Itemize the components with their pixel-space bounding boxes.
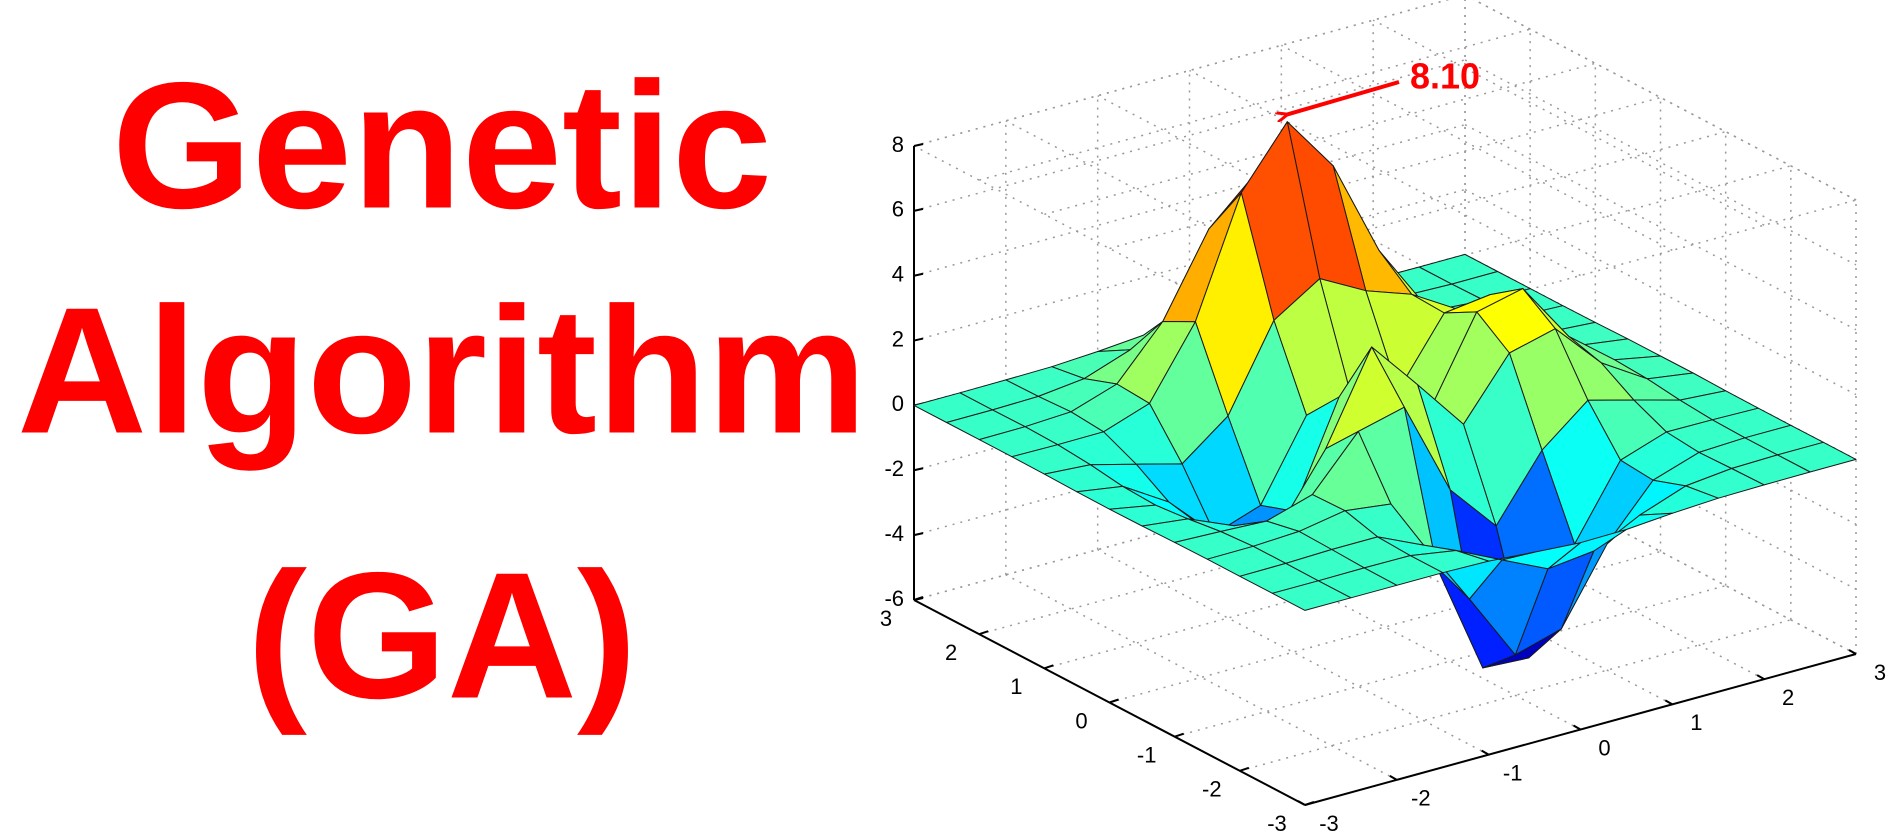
y-tick [1239,766,1250,772]
z-tick-label: -2 [884,456,904,481]
grid-line [1464,188,1857,396]
grid-line [1005,574,1398,781]
title-line: (GA) [247,536,637,737]
z-tick-label: 2 [892,326,904,351]
annotation-label: 8.10 [1410,56,1480,97]
grid-line [1280,44,1673,251]
grid-line [1464,124,1857,331]
y-tick [1174,732,1184,738]
z-tick-label: 4 [892,262,904,287]
y-tick [913,596,924,601]
x-tick [1848,649,1857,655]
y-tick [1109,698,1119,704]
grid-line [1097,549,1490,756]
grid-line [1472,0,1857,201]
x-tick-label: -2 [1411,786,1431,811]
grid-line [1464,59,1857,266]
x-tick-label: 1 [1690,710,1702,735]
x-tick [1481,749,1490,756]
grid-line [1372,19,1765,226]
grid-line [1189,69,1581,277]
z-tick-label: 6 [892,197,904,222]
z-tick [913,337,924,342]
y-tick-label: 0 [1075,708,1087,733]
x-tick [1573,724,1581,731]
annotation-arrow [1286,80,1400,115]
y-tick-label: 2 [945,640,957,665]
x-tick [1297,800,1306,806]
y-tick-label: -3 [1267,811,1287,836]
z-tick [913,532,924,537]
y-tick-label: 3 [880,606,892,631]
z-tick [913,467,924,472]
surface [913,121,1857,669]
z-tick [913,207,924,212]
x-tick-label: -1 [1503,760,1523,785]
axes: -6 -4 -2 0 2 4 6 8 -3 -2 -1 0 1 2 3 -3 -2 -1 0 1 2 3 [880,132,1886,836]
x-tick-label: 2 [1782,685,1794,710]
x-tick [1664,699,1673,706]
z-tick [913,272,924,277]
x-tick-label: -3 [1319,811,1339,836]
z-tick-label: 0 [892,391,904,416]
y-tick-label: 1 [1010,674,1022,699]
y-tick [978,630,989,636]
grid-line [1472,0,1857,201]
z-tick-label: -4 [884,521,904,546]
title-line: Genetic [112,46,772,247]
x-tick [1389,774,1398,781]
z-tick-label: 8 [892,132,904,157]
x-tick-label: 3 [1874,660,1886,685]
x-tick [1756,674,1765,681]
z-tick [913,143,924,147]
grid-line [1189,523,1581,731]
y-tick-label: -1 [1137,742,1157,767]
grid-line [1372,473,1765,680]
grid-line [1280,498,1673,705]
surface-patch [1271,580,1352,611]
y-tick [1304,801,1315,806]
y-tick [1044,664,1054,670]
z-tick-label: -6 [884,586,904,611]
annotation: 8.10 [1286,56,1480,115]
title-line: Algorithm [17,271,867,472]
x-tick-label: 0 [1598,735,1610,760]
y-tick-label: -2 [1202,777,1222,802]
